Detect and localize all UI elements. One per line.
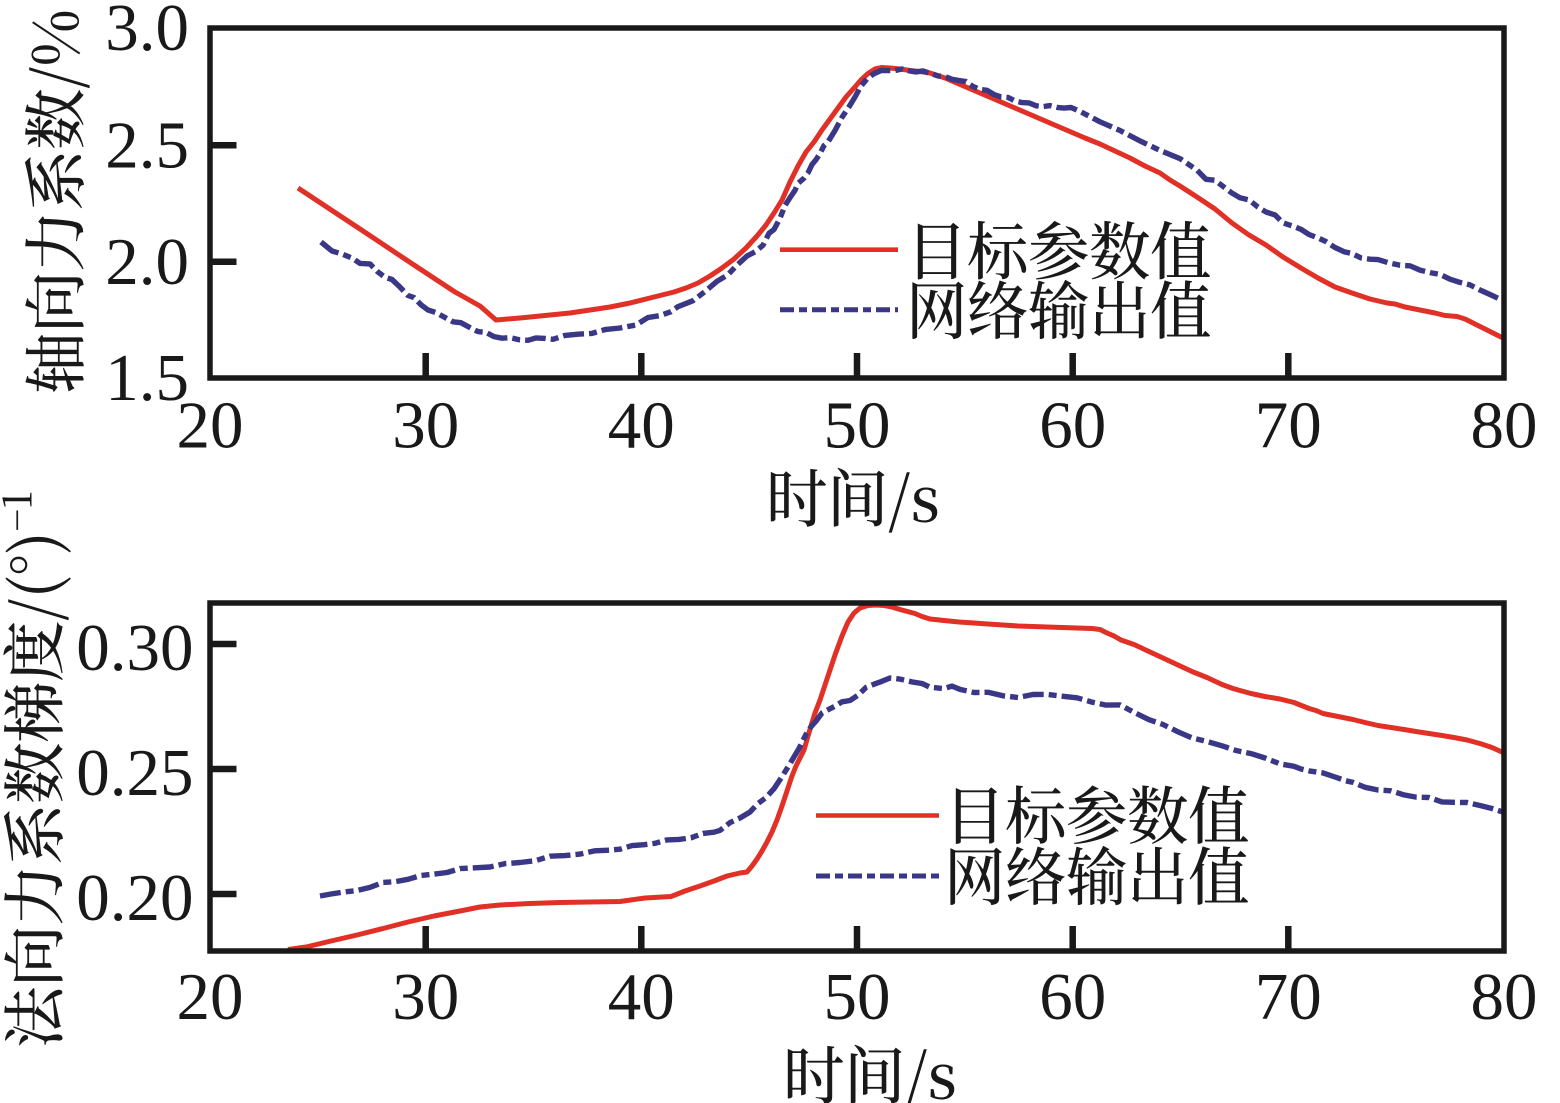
svg-text:2.0: 2.0 bbox=[105, 225, 189, 299]
svg-text:40: 40 bbox=[608, 960, 675, 1034]
svg-text:50: 50 bbox=[824, 389, 891, 463]
svg-text:20: 20 bbox=[177, 960, 244, 1034]
svg-text:80: 80 bbox=[1471, 960, 1538, 1034]
svg-text:60: 60 bbox=[1039, 960, 1106, 1034]
svg-text:0.30: 0.30 bbox=[76, 611, 193, 685]
svg-text:70: 70 bbox=[1255, 389, 1322, 463]
svg-text:80: 80 bbox=[1471, 389, 1538, 463]
svg-text:60: 60 bbox=[1039, 389, 1106, 463]
svg-text:20: 20 bbox=[177, 389, 244, 463]
svg-text:0.20: 0.20 bbox=[76, 861, 193, 935]
svg-text:30: 30 bbox=[392, 960, 459, 1034]
svg-text:40: 40 bbox=[608, 389, 675, 463]
svg-text:30: 30 bbox=[392, 389, 459, 463]
svg-text:50: 50 bbox=[824, 960, 891, 1034]
svg-text:70: 70 bbox=[1255, 960, 1322, 1034]
svg-text:0.25: 0.25 bbox=[76, 736, 193, 810]
svg-text:3.0: 3.0 bbox=[105, 0, 189, 65]
svg-text:1.5: 1.5 bbox=[105, 341, 189, 415]
svg-text:2.5: 2.5 bbox=[105, 108, 189, 182]
